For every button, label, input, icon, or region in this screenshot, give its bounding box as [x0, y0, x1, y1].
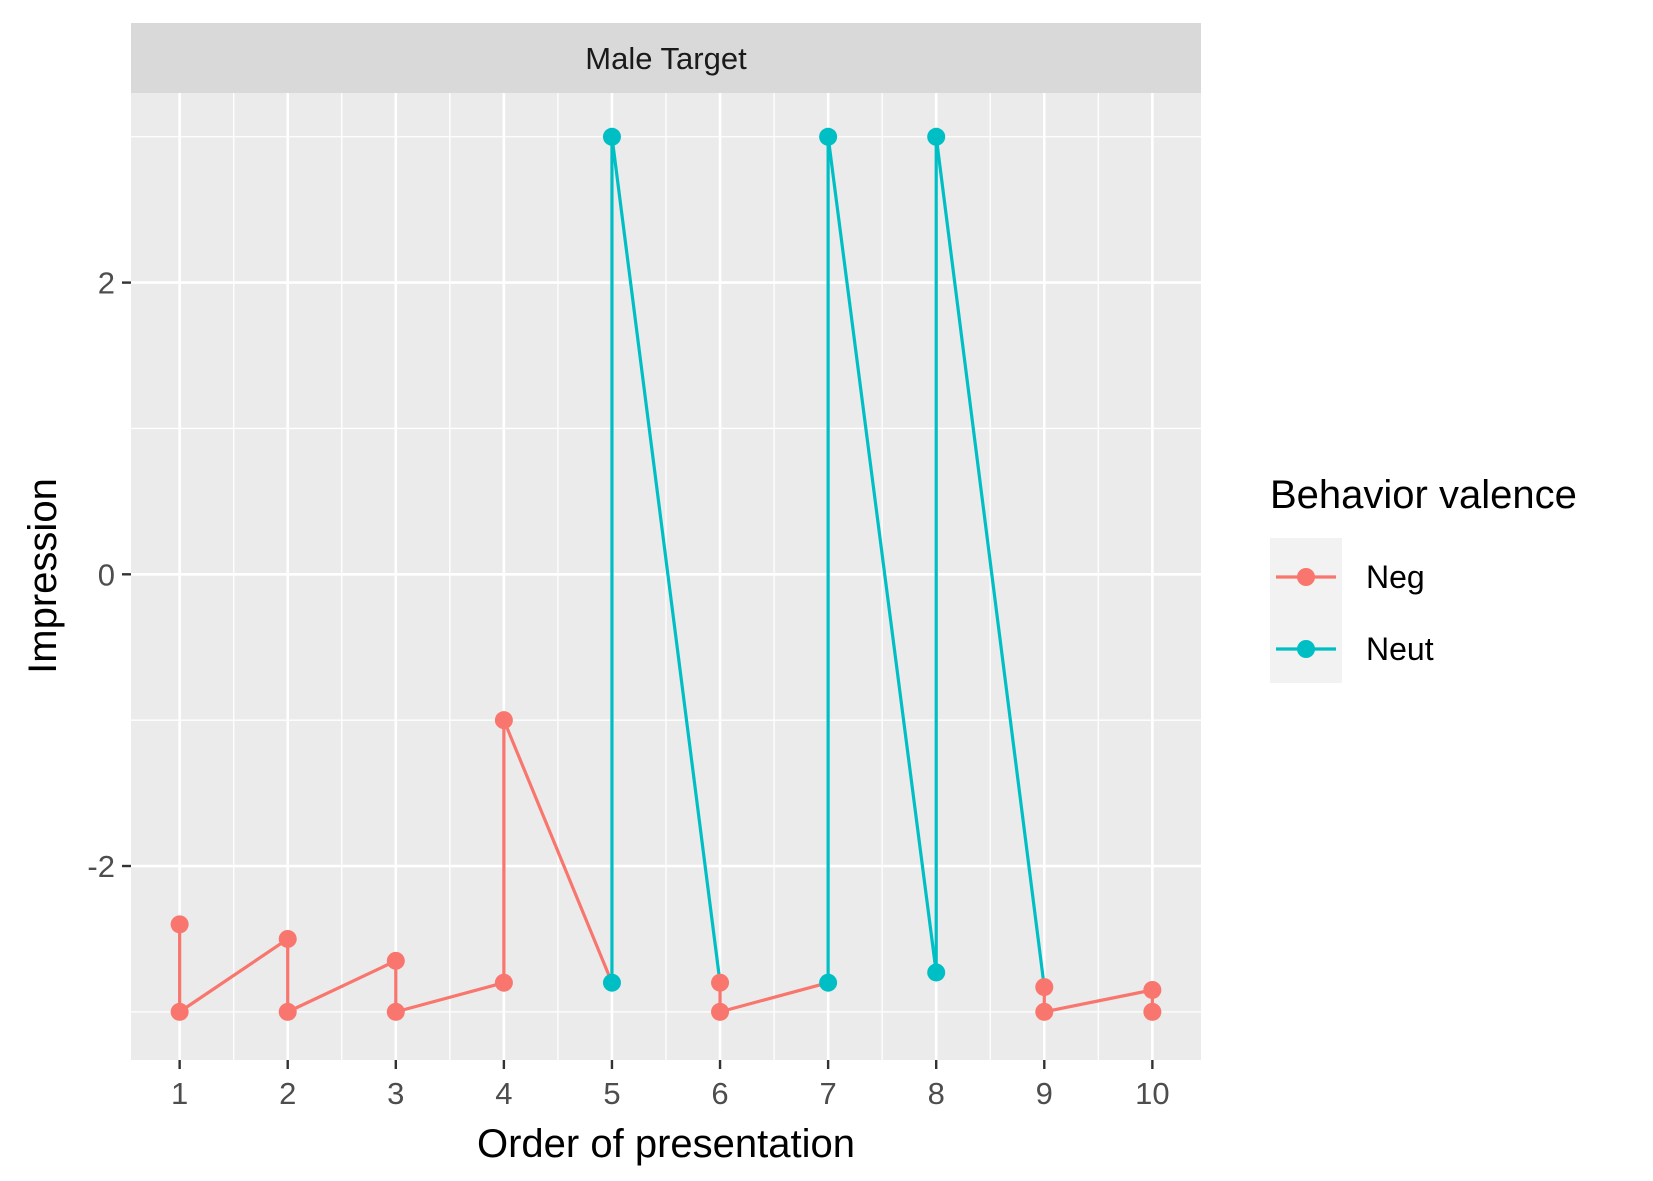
series-segment-neg — [178, 937, 290, 1014]
series-segment-neg — [718, 981, 830, 1014]
data-point-neut — [927, 963, 946, 982]
data-point-neg — [494, 711, 513, 730]
data-point-neg — [711, 1002, 730, 1021]
data-point-neg — [278, 1002, 297, 1021]
facet-strip — [131, 23, 1201, 93]
series-segment-neut — [934, 135, 1046, 989]
data-point-neut — [927, 127, 946, 146]
legend-title: Behavior valence — [1270, 473, 1577, 517]
x-tick-label: 7 — [819, 1076, 836, 1111]
x-tick-label: 1 — [171, 1076, 188, 1111]
y-axis: -2 0 2 — [87, 266, 131, 884]
data-point-neg — [278, 929, 297, 948]
x-tick-label: 6 — [711, 1076, 728, 1111]
legend-label-neg: Neg — [1366, 559, 1425, 595]
data-point-neg — [1143, 1002, 1162, 1021]
x-tick-label: 9 — [1036, 1076, 1053, 1111]
x-tick-label: 5 — [603, 1076, 620, 1111]
series-segment-neg — [394, 981, 506, 1014]
x-tick-label: 8 — [928, 1076, 945, 1111]
series-points — [170, 127, 1162, 1021]
legend-key-point-neut — [1297, 640, 1315, 658]
y-tick-label: -2 — [87, 849, 115, 884]
data-point-neg — [386, 951, 405, 970]
data-point-neg — [386, 1002, 405, 1021]
x-tick-label: 10 — [1135, 1076, 1169, 1111]
legend: Behavior valence Neg Neut — [1270, 473, 1577, 683]
y-axis-title: Impression — [21, 478, 65, 674]
legend-label-neut: Neut — [1366, 631, 1434, 667]
data-point-neg — [170, 915, 189, 934]
series-segment-neg — [502, 718, 614, 985]
x-tick-label: 2 — [279, 1076, 296, 1111]
grid-minor — [131, 93, 1201, 1060]
data-point-neut — [819, 973, 838, 992]
data-point-neg — [1143, 980, 1162, 999]
y-tick-label: 2 — [98, 266, 115, 301]
series-segment-neut — [610, 135, 722, 985]
data-point-neut — [819, 127, 838, 146]
facet-strip-label: Male Target — [585, 41, 747, 76]
x-axis: 1 2 3 4 5 6 7 8 9 10 — [171, 1060, 1170, 1111]
data-point-neg — [494, 973, 513, 992]
series-segment-neg — [1042, 988, 1154, 1014]
x-tick-label: 3 — [387, 1076, 404, 1111]
legend-key-background — [1270, 538, 1342, 683]
series-segments — [178, 135, 1154, 1014]
legend-key-point-neg — [1297, 568, 1315, 586]
x-axis-title: Order of presentation — [477, 1122, 855, 1166]
data-point-neg — [1035, 978, 1054, 997]
series-segment-neg — [286, 959, 398, 1014]
data-point-neg — [1035, 1002, 1054, 1021]
x-tick-label: 4 — [495, 1076, 512, 1111]
data-point-neg — [170, 1002, 189, 1021]
data-point-neut — [602, 127, 621, 146]
y-tick-label: 0 — [98, 557, 115, 592]
data-point-neg — [711, 973, 730, 992]
series-segment-neut — [826, 135, 938, 975]
data-point-neut — [602, 973, 621, 992]
